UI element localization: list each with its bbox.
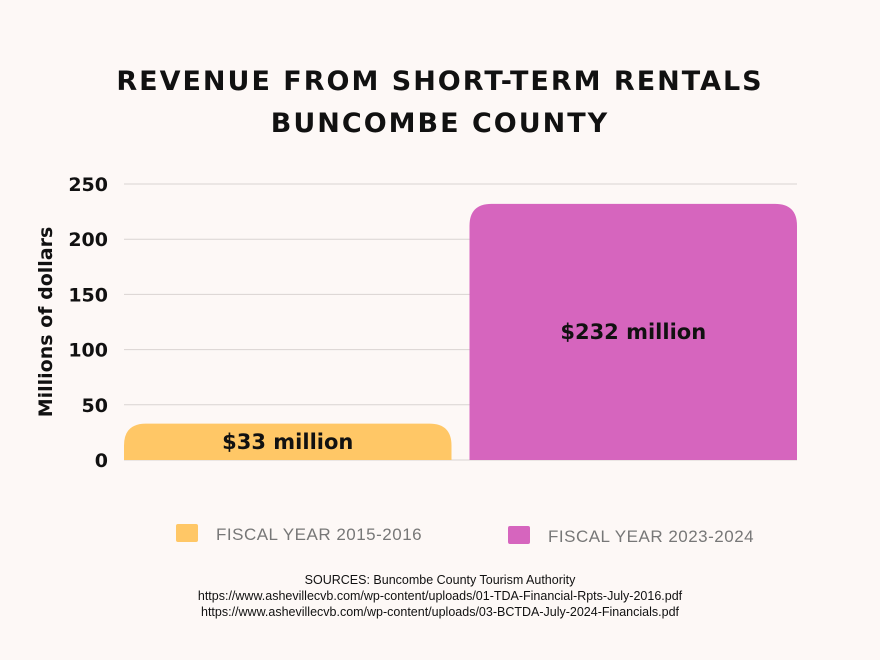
bar-data-label: $33 million (222, 430, 353, 454)
legend-swatch-fy2023 (508, 526, 530, 544)
legend-swatch-fy2015 (176, 524, 198, 542)
source-url-2: https://www.ashevillecvb.com/wp-content/… (201, 605, 679, 619)
y-tick-label: 250 (68, 174, 108, 196)
bar-0 (124, 423, 452, 460)
y-tick-label: 200 (68, 229, 108, 251)
y-tick-label: 50 (82, 395, 108, 417)
chart-title-line-1: REVENUE FROM SHORT-TERM RENTALS (116, 66, 764, 97)
bar-chart: 0 50 100 150 200 250 Millions of dollars $33 mi… (35, 174, 797, 472)
y-tick-label: 100 (68, 340, 108, 362)
sources-line: SOURCES: Buncombe County Tourism Authori… (304, 573, 576, 587)
y-tick-label: 0 (95, 450, 108, 472)
source-url-1: https://www.ashevillecvb.com/wp-content/… (197, 589, 683, 603)
y-axis-label: Millions of dollars (35, 227, 57, 418)
legend-label-fy2015: FISCAL YEAR 2015-2016 (216, 525, 423, 544)
legend-label-fy2023: FISCAL YEAR 2023-2024 (548, 527, 755, 546)
y-tick-label: 150 (68, 284, 108, 306)
chart-title-line-2: BUNCOMBE COUNTY (270, 108, 610, 139)
bar-1 (469, 203, 797, 460)
bar-data-label: $232 million (560, 320, 706, 344)
